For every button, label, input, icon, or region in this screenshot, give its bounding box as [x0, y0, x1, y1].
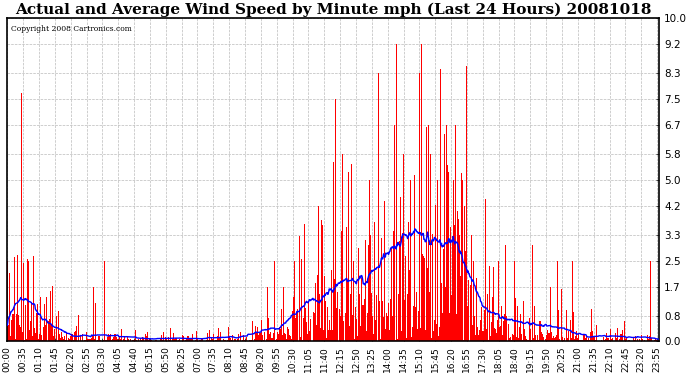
Text: Copyright 2008 Cartronics.com: Copyright 2008 Cartronics.com: [10, 25, 131, 33]
Title: Actual and Average Wind Speed by Minute mph (Last 24 Hours) 20081018: Actual and Average Wind Speed by Minute …: [15, 3, 651, 17]
